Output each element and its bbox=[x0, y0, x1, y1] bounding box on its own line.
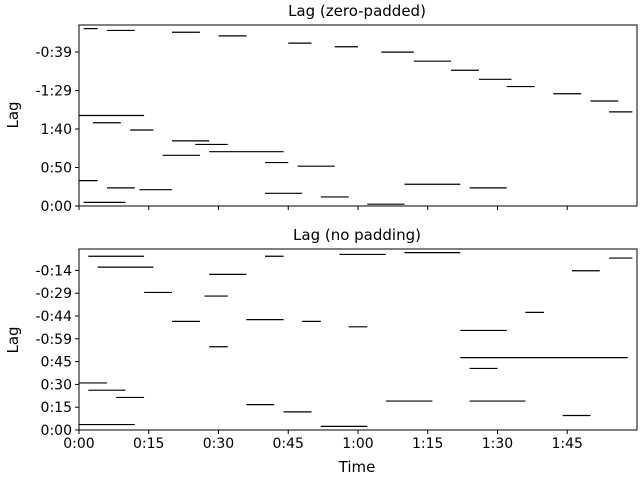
bottom-xtick-label: 1:30 bbox=[482, 436, 513, 452]
bottom-ytick-label: 0:45 bbox=[41, 355, 72, 371]
bottom-ytick-label: 0:00 bbox=[41, 423, 72, 439]
bottom-ylabel: Lag bbox=[4, 326, 22, 353]
top-ytick-label: -0:39 bbox=[36, 45, 73, 61]
bottom-xtick-label: 1:15 bbox=[412, 436, 443, 452]
bottom-xtick-label: 1:00 bbox=[342, 436, 373, 452]
bottom-heatmap bbox=[79, 252, 633, 427]
bottom-y-ticks: 0:00 0:15 0:30 0:45 -0:59 -0:44 -0:29 -0:14 bbox=[36, 263, 79, 439]
top-ytick-label: -1:29 bbox=[36, 84, 73, 100]
top-ytick-label: 0:50 bbox=[41, 161, 72, 177]
bottom-title: Lag (no padding) bbox=[293, 226, 421, 244]
bottom-xtick-label: 0:00 bbox=[63, 436, 94, 452]
bottom-ytick-label: 0:30 bbox=[41, 377, 72, 393]
top-title: Lag (zero-padded) bbox=[288, 2, 426, 20]
bottom-xlabel: Time bbox=[338, 458, 376, 476]
bottom-xtick-label: 1:45 bbox=[552, 436, 583, 452]
top-x-ticks bbox=[78, 206, 568, 210]
top-ytick-label: 0:00 bbox=[41, 199, 72, 215]
bottom-ytick-label: -0:29 bbox=[36, 286, 73, 302]
bottom-xtick-label: 0:15 bbox=[133, 436, 164, 452]
top-y-ticks: 0:00 0:50 1:40 -1:29 -0:39 bbox=[36, 45, 79, 215]
bottom-panel: Lag (no padding) 0:00 0:15 0:30 0:45 -0:59 -0… bbox=[4, 226, 638, 476]
bottom-ytick-label: 0:15 bbox=[41, 400, 72, 416]
top-plot-area bbox=[79, 25, 637, 206]
bottom-xtick-label: 0:30 bbox=[203, 436, 234, 452]
bottom-plot-area bbox=[79, 249, 637, 430]
bottom-ytick-label: -0:44 bbox=[36, 309, 73, 325]
bottom-ytick-label: -0:14 bbox=[36, 263, 73, 279]
bottom-x-ticks: 0:00 0:15 0:30 0:45 1:00 1:15 1:30 1:45 bbox=[63, 430, 583, 452]
top-panel: Lag (zero-padded) 0:00 0:50 1:40 -1:29 -0:39… bbox=[4, 2, 638, 215]
top-ytick-label: 1:40 bbox=[41, 122, 72, 138]
top-ylabel: Lag bbox=[4, 101, 22, 128]
bottom-ytick-label: -0:59 bbox=[36, 332, 73, 348]
top-heatmap bbox=[79, 28, 633, 205]
bottom-xtick-label: 0:45 bbox=[273, 436, 304, 452]
